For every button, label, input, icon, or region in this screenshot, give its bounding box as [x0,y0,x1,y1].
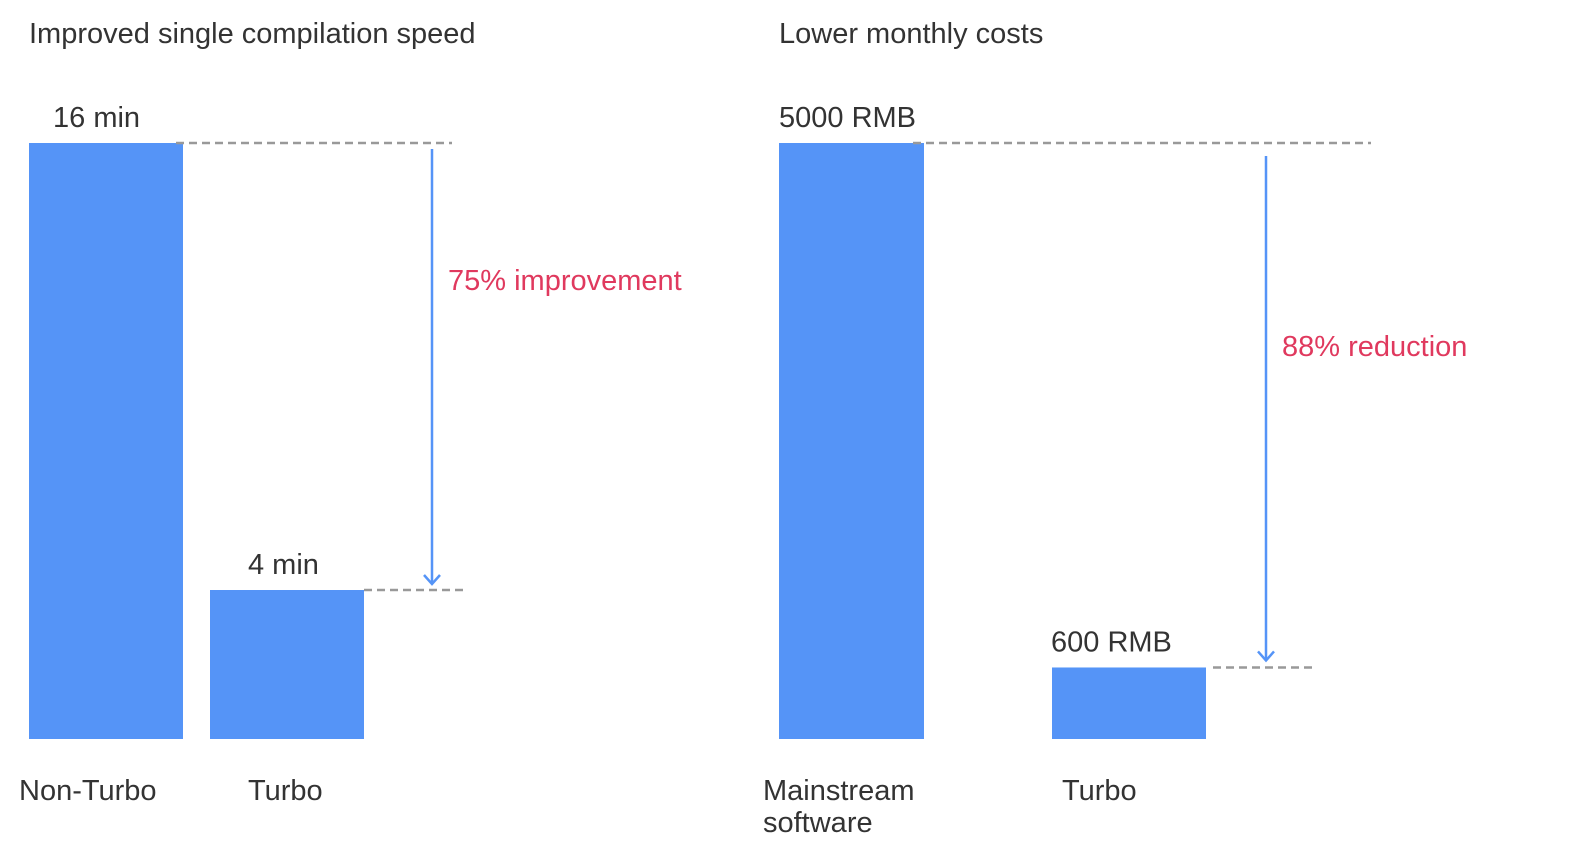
value-label-non-turbo: 16 min [53,102,140,134]
category-label-non-turbo: Non-Turbo [19,775,157,807]
change-arrow-head-icon [1257,650,1275,663]
category-label-turbo: Turbo [248,775,323,807]
chart-monthly-costs: 5000 RMB Mainstream software 600 RMB Turbo 88… [763,102,1467,839]
chart-title-compilation-speed: Improved single compilation speed [29,18,476,50]
category-label-line: Mainstream [763,775,915,807]
value-label-mainstream: 5000 RMB [779,102,916,134]
category-label-mainstream: Mainstream software [763,775,915,839]
category-label-turbo: Turbo [1062,775,1137,807]
annotation-costs: 88% reduction [1282,331,1467,363]
bar-turbo [210,590,364,739]
bar-mainstream [779,143,924,739]
chart-compilation-speed: 16 min Non-Turbo 4 min Turbo 75% improvement [19,102,682,807]
bar-turbo [1052,667,1206,739]
bar-non-turbo [29,143,183,739]
value-label-turbo: 4 min [248,549,319,581]
category-label-line: Turbo [1062,775,1137,807]
category-label-line: Turbo [248,775,323,807]
category-label-line: software [763,807,873,839]
category-label-line: Non-Turbo [19,775,157,807]
chart-title-monthly-costs: Lower monthly costs [779,18,1043,50]
annotation-speed: 75% improvement [448,265,682,297]
value-label-turbo: 600 RMB [1051,626,1172,658]
change-arrow-head-icon [423,574,441,586]
